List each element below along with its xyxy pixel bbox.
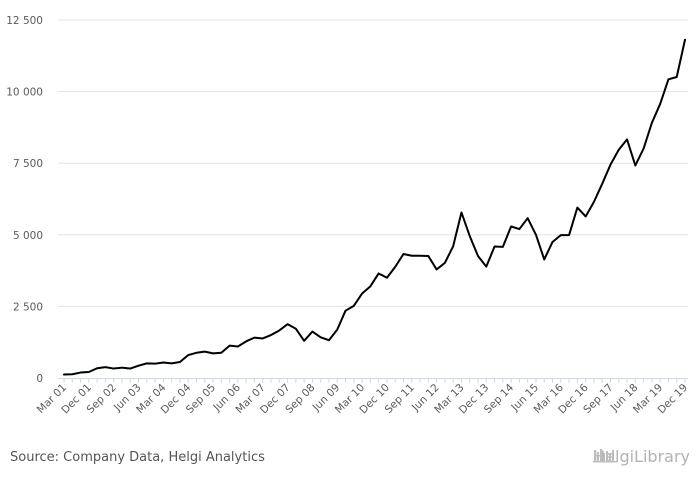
helgi-library-logo: HelgiLibrary: [593, 447, 690, 466]
y-tick-label: 10 000: [6, 87, 43, 99]
y-axis-labels: 0 2 500 5 000 7 500 10 000 12 500: [6, 15, 43, 385]
y-tick-label: 7 500: [13, 158, 43, 170]
y-tick-label: 0: [36, 373, 43, 385]
y-tick-label: 12 500: [6, 15, 43, 27]
source-note: Source: Company Data, Helgi Analytics: [10, 450, 265, 465]
library-shelf-icon: [593, 449, 618, 463]
grid-layer: [58, 19, 688, 307]
y-tick-label: 2 500: [13, 301, 43, 313]
y-tick-label: 5 000: [13, 230, 43, 242]
series-line: [63, 38, 686, 376]
series-layer: [63, 38, 686, 376]
logo-text: HelgiLibrary: [593, 447, 690, 466]
